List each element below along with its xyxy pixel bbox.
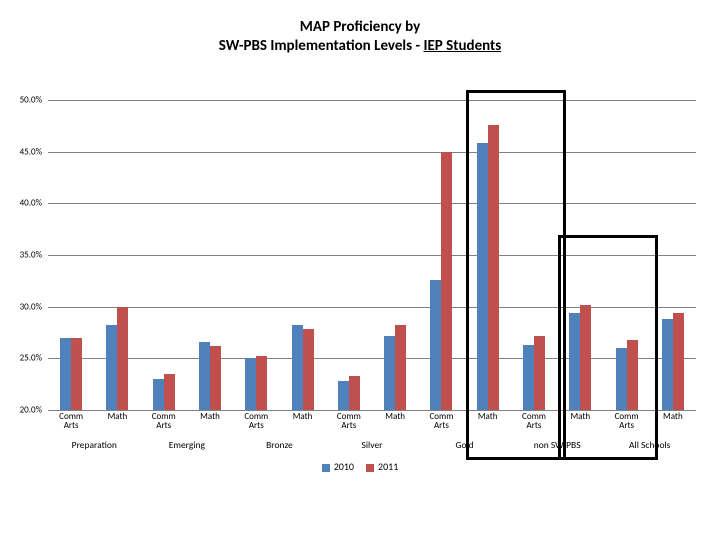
gridline (48, 152, 696, 153)
x-group-label: Silver (362, 439, 383, 451)
bar-2010 (338, 381, 349, 410)
x-sub-label: Math (478, 412, 498, 421)
x-sub-label: CommArts (615, 412, 639, 431)
bar-2011 (303, 329, 314, 410)
y-tick-label: 30.0% (20, 301, 42, 312)
bar-2010 (199, 342, 210, 410)
chart-container: MAP Proficiency by SW-PBS Implementation… (0, 0, 720, 540)
x-sub-label: CommArts (337, 412, 361, 431)
x-sub-label: CommArts (429, 412, 453, 431)
x-sub-label: Math (200, 412, 220, 421)
bar-2011 (349, 376, 360, 410)
x-sub-label: Math (385, 412, 405, 421)
x-sub-label: Math (570, 412, 590, 421)
legend-item: 2010 (322, 460, 354, 473)
bar-2011 (164, 374, 175, 410)
x-sub-label: Math (293, 412, 313, 421)
x-sub-label: CommArts (244, 412, 268, 431)
bar-2010 (245, 358, 256, 410)
bar-2010 (60, 338, 71, 410)
bar-2011 (673, 313, 684, 410)
legend-swatch (366, 464, 374, 472)
bar-2010 (292, 325, 303, 410)
x-sub-label: CommArts (59, 412, 83, 431)
bar-2011 (71, 338, 82, 410)
x-sub-label: CommArts (152, 412, 176, 431)
x-sub-label: Math (663, 412, 683, 421)
bar-2011 (256, 356, 267, 410)
x-group-label: Gold (455, 439, 473, 451)
bar-2010 (662, 319, 673, 410)
legend-label: 2011 (378, 460, 398, 473)
bar-2011 (117, 307, 128, 410)
gridline (48, 100, 696, 101)
title-line1: MAP Proficiency by (0, 18, 720, 37)
chart-title: MAP Proficiency by SW-PBS Implementation… (0, 0, 720, 56)
legend-label: 2010 (334, 460, 354, 473)
x-group-label: Preparation (72, 439, 117, 451)
x-group-label: Bronze (266, 439, 293, 451)
emphasis-box (558, 235, 658, 460)
y-tick-label: 25.0% (20, 353, 42, 364)
gridline (48, 203, 696, 204)
y-tick-label: 50.0% (20, 95, 42, 106)
bar-2011 (395, 325, 406, 410)
y-tick-label: 20.0% (20, 405, 42, 416)
bar-2010 (153, 379, 164, 410)
legend-swatch (322, 464, 330, 472)
bar-2011 (210, 346, 221, 410)
x-sub-label: Math (108, 412, 128, 421)
x-group-label: Emerging (169, 439, 205, 451)
legend: 2010 2011 (0, 460, 720, 473)
x-sub-label: CommArts (522, 412, 546, 431)
bar-2010 (430, 280, 441, 410)
y-tick-label: 45.0% (20, 146, 42, 157)
bar-2010 (384, 336, 395, 410)
emphasis-box (466, 90, 566, 460)
title-line2: SW-PBS Implementation Levels - IEP Stude… (0, 37, 720, 56)
legend-item: 2011 (366, 460, 398, 473)
x-group-label: non SW-PBS (534, 439, 581, 451)
x-group-label: All Schools (629, 439, 670, 451)
bar-2011 (441, 152, 452, 410)
bar-2010 (106, 325, 117, 410)
plot-area: 20.0%25.0%30.0%35.0%40.0%45.0%50.0% (48, 100, 696, 410)
y-tick-label: 40.0% (20, 198, 42, 209)
y-tick-label: 35.0% (20, 250, 42, 261)
